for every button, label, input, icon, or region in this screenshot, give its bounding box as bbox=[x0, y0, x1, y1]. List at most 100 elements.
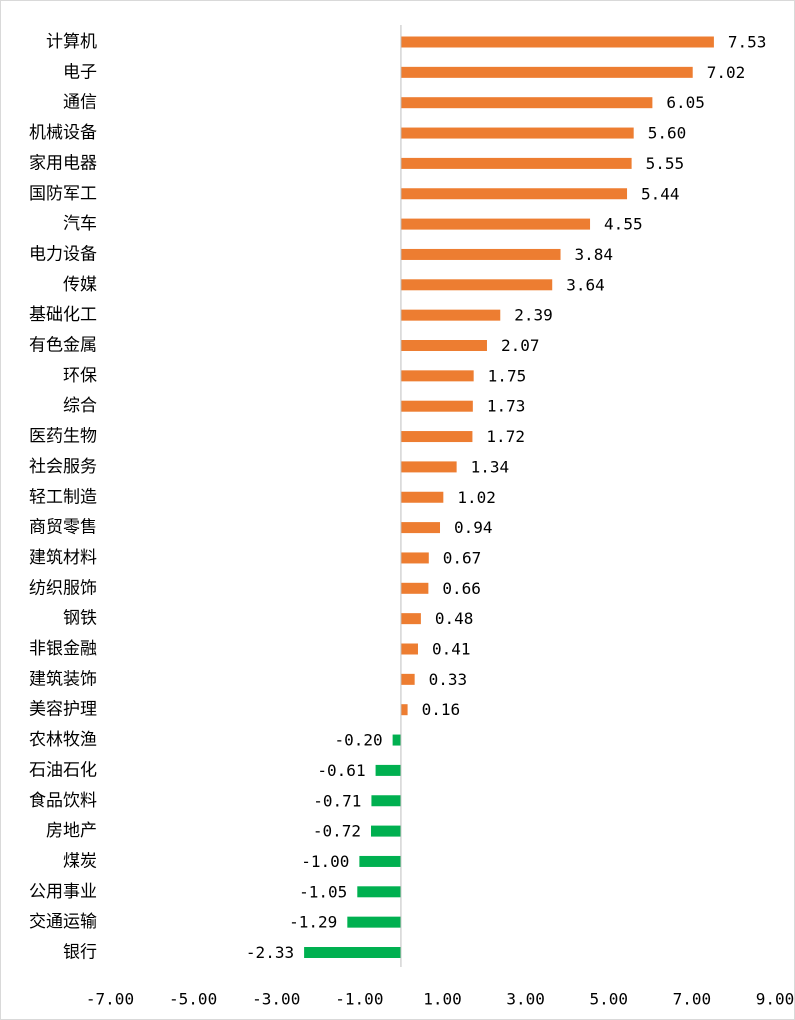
bar bbox=[400, 400, 473, 412]
bar bbox=[400, 522, 441, 534]
category-label: 房地产 bbox=[46, 821, 97, 841]
bar bbox=[400, 582, 429, 594]
bar bbox=[400, 461, 457, 473]
bar bbox=[400, 279, 553, 291]
data-label: 4.55 bbox=[604, 215, 643, 234]
category-label: 汽车 bbox=[63, 214, 97, 234]
category-label: 钢铁 bbox=[63, 609, 97, 629]
data-label: 2.39 bbox=[514, 306, 553, 325]
data-label: 5.44 bbox=[641, 184, 680, 203]
data-label: -1.05 bbox=[299, 882, 347, 901]
data-label: -0.61 bbox=[317, 761, 365, 780]
category-label: 公用事业 bbox=[29, 882, 97, 902]
bar bbox=[400, 704, 408, 716]
category-label: 美容护理 bbox=[29, 700, 97, 720]
bar bbox=[347, 916, 401, 928]
x-tick-labels-group: -7.00 -5.00 -3.00 -1.00 1.00 3.00 5.00 7.00 9.00 bbox=[86, 990, 794, 1009]
category-label: 商贸零售 bbox=[29, 518, 97, 538]
data-label: 1.34 bbox=[471, 457, 510, 476]
data-label: 0.41 bbox=[432, 640, 471, 659]
category-label: 电力设备 bbox=[29, 244, 97, 264]
category-label: 农林牧渔 bbox=[29, 730, 97, 750]
bar bbox=[400, 643, 418, 655]
bar bbox=[400, 36, 714, 48]
category-label: 食品饮料 bbox=[29, 791, 97, 811]
category-label: 交通运输 bbox=[29, 912, 97, 932]
data-label: 2.07 bbox=[501, 336, 540, 355]
x-tick-label: 9.00 bbox=[756, 990, 794, 1009]
category-label: 社会服务 bbox=[29, 457, 97, 477]
data-label: -0.20 bbox=[334, 731, 382, 750]
category-label: 轻工制造 bbox=[29, 487, 97, 507]
data-label: -1.29 bbox=[289, 913, 337, 932]
bar bbox=[400, 552, 429, 564]
data-label: 0.16 bbox=[422, 700, 461, 719]
bar bbox=[400, 309, 501, 321]
value-labels-group: 7.53 7.026.05 5.60 5.55 5.44 4.55 3.84 3.64 2.39… bbox=[246, 33, 767, 963]
bar bbox=[400, 673, 415, 685]
category-label: 医药生物 bbox=[29, 427, 97, 447]
bar bbox=[400, 188, 628, 200]
x-tick-label: -1.00 bbox=[335, 990, 383, 1009]
bar bbox=[375, 764, 401, 776]
category-label: 家用电器 bbox=[29, 153, 97, 173]
data-label: 7.53 bbox=[728, 33, 767, 52]
bar bbox=[400, 340, 487, 351]
data-label: 0.48 bbox=[435, 609, 474, 628]
bar bbox=[400, 157, 632, 169]
x-tick-label: 5.00 bbox=[589, 990, 628, 1009]
category-label: 计算机 bbox=[46, 32, 97, 52]
data-label: -0.72 bbox=[313, 822, 361, 841]
bar bbox=[392, 734, 401, 746]
bar bbox=[400, 66, 693, 78]
bars-group bbox=[304, 36, 714, 958]
data-label: 6.05 bbox=[666, 93, 705, 112]
category-label: 建筑材料 bbox=[29, 548, 97, 568]
data-label: 1.72 bbox=[486, 427, 525, 446]
data-label: 0.94 bbox=[454, 518, 493, 537]
bar bbox=[400, 248, 561, 260]
category-label: 煤炭 bbox=[63, 851, 97, 871]
data-label: 7.02 bbox=[707, 63, 746, 82]
category-label: 建筑装饰 bbox=[29, 669, 97, 689]
bar bbox=[371, 795, 401, 807]
category-labels-group: 计算机电子通信机械设备家用电器国防军工汽车电力设备传媒基础化工有色金属环保综合医… bbox=[29, 32, 97, 963]
category-label: 石油石化 bbox=[29, 760, 97, 780]
data-label: 3.64 bbox=[566, 275, 605, 294]
category-label: 基础化工 bbox=[29, 305, 97, 325]
data-label: -1.00 bbox=[301, 852, 349, 871]
x-tick-label: -3.00 bbox=[252, 990, 300, 1009]
bar bbox=[400, 218, 591, 230]
bar bbox=[400, 613, 421, 625]
category-label: 银行 bbox=[63, 943, 97, 963]
bar bbox=[400, 370, 474, 382]
category-label: 有色金属 bbox=[29, 336, 97, 356]
data-label: 0.66 bbox=[442, 579, 481, 598]
data-label: 0.33 bbox=[429, 670, 468, 689]
category-label: 非银金融 bbox=[29, 639, 97, 659]
data-label: 3.84 bbox=[575, 245, 614, 264]
category-label: 环保 bbox=[63, 366, 97, 386]
x-tick-label: 7.00 bbox=[673, 990, 712, 1009]
data-label: 1.75 bbox=[488, 366, 527, 385]
x-tick-label: -7.00 bbox=[86, 990, 134, 1009]
category-label: 机械设备 bbox=[29, 123, 97, 143]
category-label: 传媒 bbox=[63, 275, 97, 295]
category-label: 综合 bbox=[63, 396, 97, 416]
data-label: 1.73 bbox=[487, 397, 526, 416]
data-label: -0.71 bbox=[313, 791, 361, 810]
data-label: 5.55 bbox=[646, 154, 685, 173]
bar bbox=[400, 431, 473, 443]
data-label: -2.33 bbox=[246, 943, 294, 962]
category-label: 纺织服饰 bbox=[29, 578, 97, 598]
bar bbox=[400, 491, 444, 503]
category-label: 电子 bbox=[63, 62, 97, 82]
category-label: 国防军工 bbox=[29, 184, 97, 204]
bar bbox=[304, 947, 401, 958]
x-tick-label: 1.00 bbox=[423, 990, 462, 1009]
x-tick-label: -5.00 bbox=[169, 990, 217, 1009]
data-label: 0.67 bbox=[443, 548, 482, 567]
x-tick-label: 3.00 bbox=[506, 990, 545, 1009]
bar bbox=[371, 825, 401, 837]
